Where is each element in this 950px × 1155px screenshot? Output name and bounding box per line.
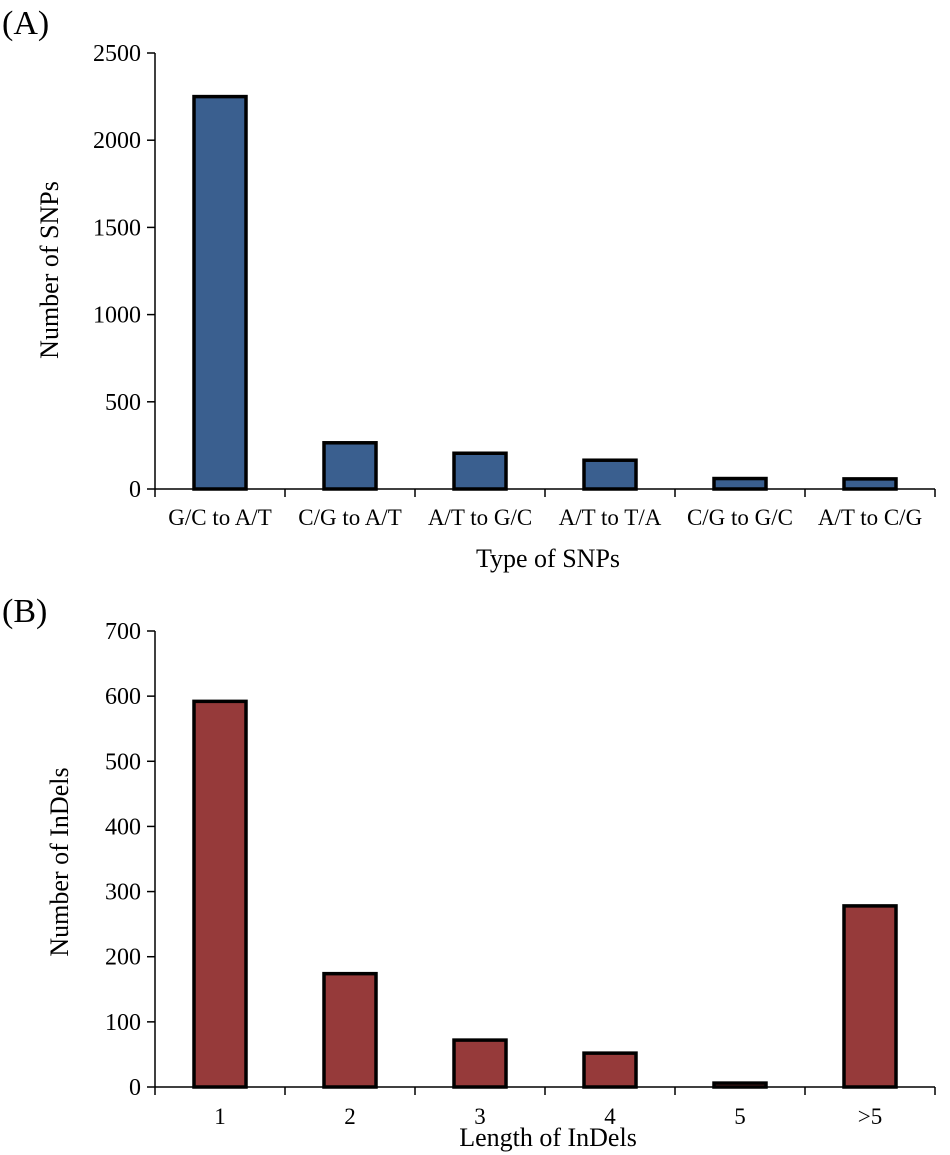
- x-category-label-a: G/C to A/T: [168, 505, 272, 530]
- bar-a-5: [842, 477, 898, 491]
- bar-b-1: [322, 971, 378, 1089]
- bar-a-1: [322, 441, 378, 491]
- y-tick-label-b: 300: [105, 880, 141, 906]
- plot-area-a: 0 500 1000 1500 2000 2500 G/C to A/T C/G to A/T…: [93, 41, 936, 530]
- x-category-label-b: 1: [214, 1104, 226, 1129]
- bar-a-3: [582, 458, 638, 491]
- chart-panel-a: (A) Number of SNPs Type of SNPs 0 500 1000…: [2, 5, 936, 573]
- x-category-label-a: C/G to G/C: [687, 505, 793, 530]
- plot-area-b: 0 100 200 300 400 500 600 700 1 2 3 4 5 >5: [105, 619, 936, 1129]
- x-axis-title-a: Type of SNPs: [476, 544, 620, 573]
- y-tick-label-b: 600: [105, 684, 141, 710]
- y-tick-label-b: 500: [105, 749, 141, 775]
- y-tick-label-a: 0: [129, 477, 141, 503]
- y-tick-label-a: 1500: [93, 215, 141, 241]
- x-category-label-a: A/T to T/A: [559, 505, 662, 530]
- x-category-label-b: 2: [344, 1104, 356, 1129]
- panel-label-b: (B): [2, 593, 47, 630]
- bar-b-3: [582, 1051, 638, 1089]
- bar-b-0: [192, 699, 248, 1089]
- y-tick-label-b: 400: [105, 814, 141, 840]
- bar-a-4: [712, 476, 768, 491]
- y-tick-label-a: 2500: [93, 41, 141, 67]
- bar-a-2: [452, 451, 508, 491]
- y-tick-label-b: 0: [129, 1075, 141, 1101]
- x-category-label-b: >5: [858, 1104, 882, 1129]
- x-category-label-b: 5: [734, 1104, 746, 1129]
- x-category-label-a: A/T to C/G: [818, 505, 922, 530]
- bar-b-4: [712, 1081, 768, 1089]
- x-axis-title-b: Length of InDels: [459, 1123, 637, 1152]
- bar-a-0: [192, 94, 248, 491]
- panel-label-a: (A): [2, 5, 49, 42]
- x-category-label-b: 3: [474, 1104, 486, 1129]
- y-axis-title-a: Number of SNPs: [35, 181, 64, 359]
- bar-b-5: [842, 904, 898, 1089]
- bar-b-2: [452, 1038, 508, 1089]
- y-tick-label-a: 2000: [93, 128, 141, 154]
- x-category-label-a: A/T to G/C: [428, 505, 532, 530]
- y-tick-label-a: 1000: [93, 303, 141, 329]
- chart-panel-b: (B) Number of InDels Length of InDels 0 1…: [2, 593, 936, 1152]
- y-tick-label-b: 700: [105, 619, 141, 645]
- y-tick-label-b: 200: [105, 945, 141, 971]
- x-category-label-b: 4: [604, 1104, 616, 1129]
- y-tick-label-b: 100: [105, 1010, 141, 1036]
- x-category-label-a: C/G to A/T: [298, 505, 402, 530]
- y-tick-label-a: 500: [105, 390, 141, 416]
- y-axis-title-b: Number of InDels: [45, 767, 74, 956]
